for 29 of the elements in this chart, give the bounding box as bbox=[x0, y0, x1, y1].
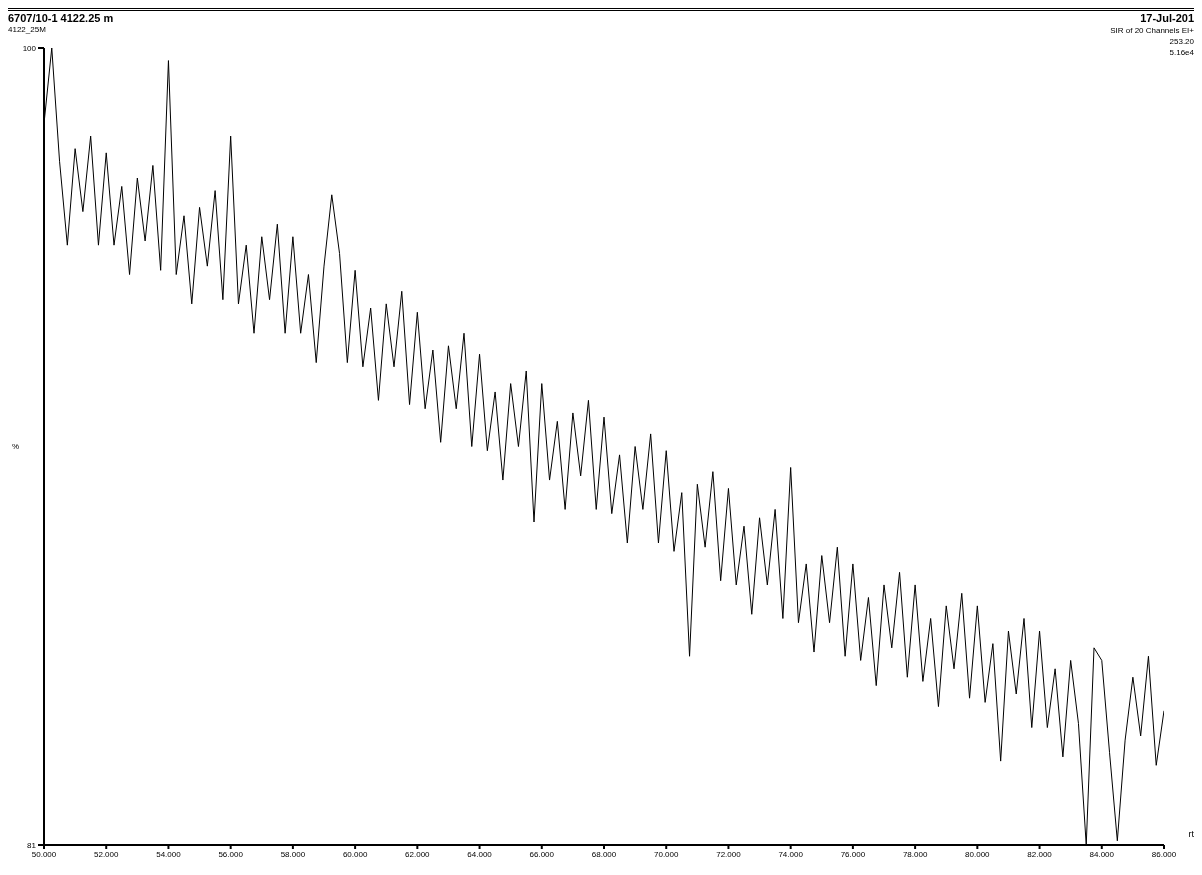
chart-title: 6707/10-1 4122.25 m bbox=[8, 12, 114, 24]
x-tick-label: 74.000 bbox=[778, 849, 804, 859]
x-tick-label: 78.000 bbox=[902, 849, 928, 859]
x-tick-label: 76.000 bbox=[840, 849, 866, 859]
x-tick-label: 84.000 bbox=[1089, 849, 1115, 859]
x-tick-label: 66.000 bbox=[529, 849, 555, 859]
y-tick-label: 81 bbox=[27, 840, 37, 850]
text: SIR of 20 Channels EI+ bbox=[1110, 25, 1194, 36]
x-tick-label: 72.000 bbox=[716, 849, 742, 859]
text: 17-Jul-201 bbox=[1140, 12, 1194, 24]
x-tick-label: 50.000 bbox=[31, 849, 57, 859]
x-tick-label: 58.000 bbox=[280, 849, 306, 859]
x-tick-label: 80.000 bbox=[965, 849, 991, 859]
x-tick-label: 52.000 bbox=[93, 849, 120, 859]
x-tick-label: 64.000 bbox=[467, 849, 493, 859]
x-tick-label: 68.000 bbox=[591, 849, 617, 859]
x-tick-label: 60.000 bbox=[342, 849, 368, 859]
x-tick-label: 70.000 bbox=[653, 849, 680, 859]
x-tick-label: 54.000 bbox=[156, 849, 182, 859]
text: 253.20 bbox=[1168, 36, 1194, 47]
y-tick-label: 100 bbox=[22, 43, 37, 53]
text: 5.16e4 bbox=[1168, 47, 1194, 58]
x-tick-label: 62.000 bbox=[405, 849, 431, 859]
x-tick-label: 56.000 bbox=[218, 849, 244, 859]
x-tick-label: 86.000 bbox=[1151, 849, 1177, 859]
x-axis-title: rt bbox=[1188, 829, 1195, 840]
y-axis-title: % bbox=[12, 442, 20, 452]
x-tick-label: 82.000 bbox=[1027, 849, 1053, 859]
chart-subtitle: 4122_25M bbox=[8, 25, 46, 34]
